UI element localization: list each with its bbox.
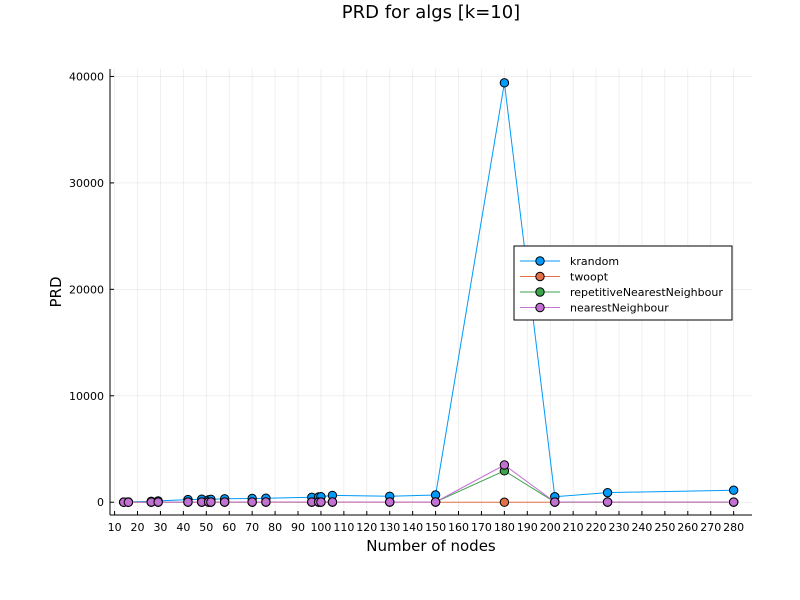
series-nearestNeighbour (119, 460, 739, 507)
x-tick-label: 130 (379, 521, 400, 534)
x-tick-label: 180 (494, 521, 515, 534)
data-point-nearestNeighbour (206, 497, 216, 507)
x-tick-label: 220 (586, 521, 607, 534)
legend-label-nearestNeighbour: nearestNeighbour (570, 302, 669, 315)
x-tick-label: 170 (471, 521, 492, 534)
x-tick-label: 30 (153, 521, 167, 534)
y-tick-label: 20000 (69, 283, 104, 296)
legend-label-repetitiveNearestNeighbour: repetitiveNearestNeighbour (570, 286, 723, 299)
data-point-nearestNeighbour (550, 497, 560, 507)
y-tick-label: 30000 (69, 177, 104, 190)
legend-label-krandom: krandom (570, 255, 619, 268)
x-tick-label: 210 (563, 521, 584, 534)
x-axis-label: Number of nodes (366, 537, 496, 555)
y-axis-label: PRD (47, 276, 65, 308)
x-tick-label: 270 (700, 521, 721, 534)
legend-marker-twoopt (535, 271, 545, 282)
x-tick-label: 50 (199, 521, 213, 534)
y-tick-label: 40000 (69, 70, 104, 83)
y-tick-label: 10000 (69, 390, 104, 403)
x-tick-label: 60 (222, 521, 236, 534)
legend-label-twoopt: twoopt (570, 271, 609, 284)
data-point-nearestNeighbour (499, 460, 510, 470)
legend: krandom twoopt repetitiveNearestNeighbour n… (513, 245, 733, 321)
x-tick-label: 190 (517, 521, 538, 534)
x-tick-label: 80 (268, 521, 282, 534)
axes: 10 20 30 40 50 60 70 80 90 100 110 120 130 140 150 160 1… (69, 69, 752, 534)
legend-marker-repetitiveNearestNeighbour (535, 287, 545, 297)
x-tick-label: 120 (356, 521, 377, 534)
data-point-nearestNeighbour (123, 497, 134, 507)
data-point-krandom (499, 78, 510, 88)
x-tick-label: 160 (448, 521, 469, 534)
x-tick-label: 250 (654, 521, 675, 534)
legend-marker-krandom (535, 256, 545, 266)
y-tick-label: 0 (97, 496, 104, 509)
data-point-nearestNeighbour (602, 497, 613, 507)
x-tick-label: 260 (677, 521, 698, 534)
x-tick-label: 40 (176, 521, 190, 534)
x-tick-label: 140 (402, 521, 423, 534)
data-point-nearestNeighbour (153, 497, 163, 507)
data-point-nearestNeighbour (430, 497, 441, 507)
data-point-nearestNeighbour (316, 497, 326, 507)
x-tick-label: 110 (333, 521, 354, 534)
data-point-nearestNeighbour (219, 497, 230, 507)
legend-marker-nearestNeighbour (535, 302, 545, 313)
x-tick-label: 20 (131, 521, 145, 534)
data-point-twoopt (499, 497, 510, 507)
x-tick-label: 280 (723, 521, 744, 534)
x-tick-label: 100 (310, 521, 331, 534)
x-tick-label: 90 (291, 521, 305, 534)
x-tick-label: 240 (631, 521, 652, 534)
series-layer (119, 78, 739, 507)
chart-title: PRD for algs [k=10] (341, 2, 521, 23)
legend-box (513, 245, 733, 321)
x-tick-label: 10 (108, 521, 122, 534)
data-point-krandom (728, 485, 739, 495)
data-point-nearestNeighbour (728, 497, 739, 507)
x-tick-label: 150 (425, 521, 446, 534)
data-point-nearestNeighbour (261, 497, 271, 507)
x-tick-label: 70 (245, 521, 259, 534)
data-point-nearestNeighbour (183, 497, 193, 507)
data-point-nearestNeighbour (247, 497, 257, 507)
x-tick-label: 200 (540, 521, 561, 534)
data-point-nearestNeighbour (385, 497, 395, 507)
x-tick-label: 230 (609, 521, 630, 534)
data-point-nearestNeighbour (327, 497, 338, 507)
data-point-krandom (602, 487, 613, 498)
